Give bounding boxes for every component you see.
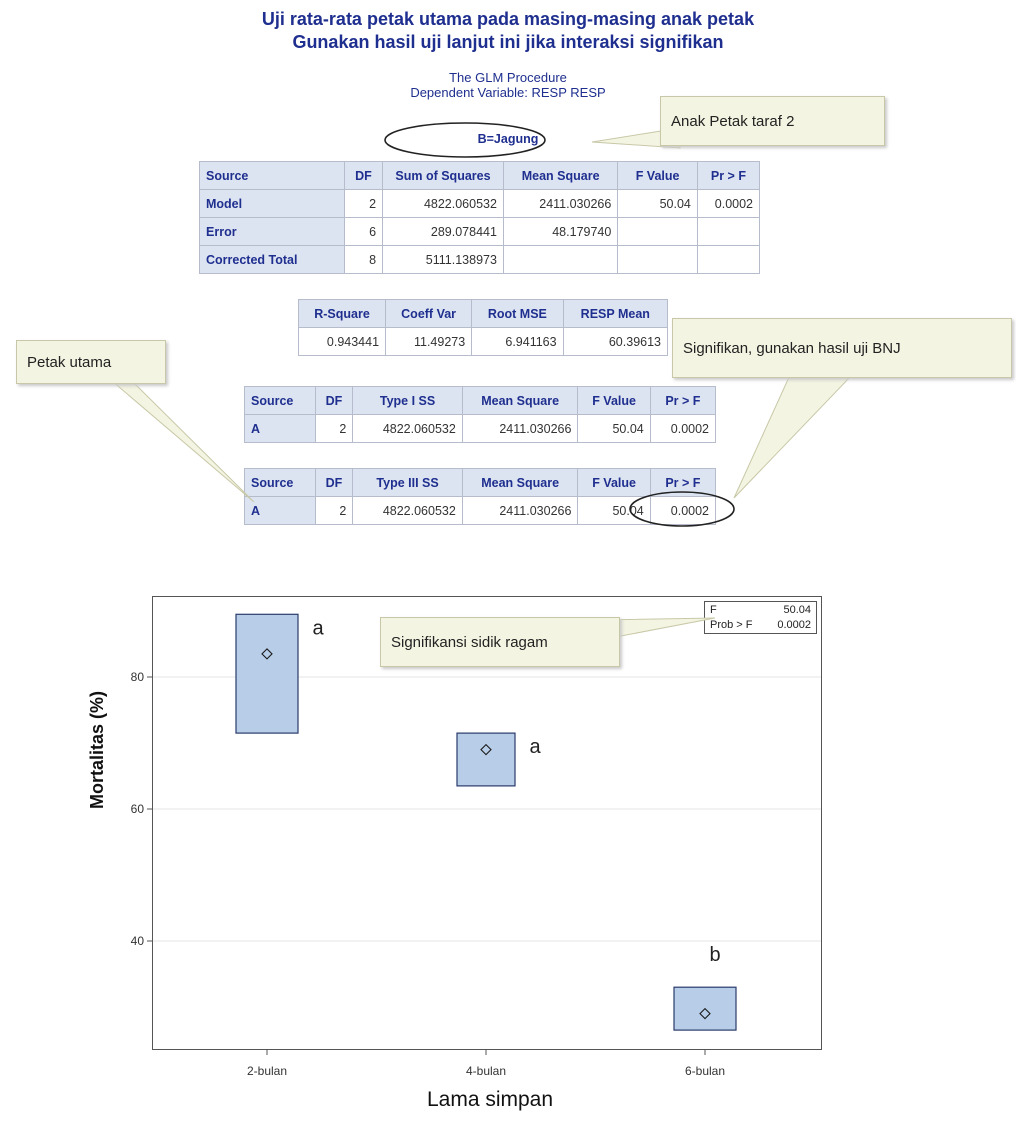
procedure-label: The GLM Procedure bbox=[449, 70, 567, 85]
f-statistic-inset: F 50.04 Prob > F 0.0002 bbox=[704, 601, 817, 634]
cell-p bbox=[696, 217, 761, 246]
table-row: Corrected Total 8 5111.138973 bbox=[199, 245, 761, 274]
chart-frame bbox=[152, 596, 822, 1050]
type1-table: Source DF Type I SS Mean Square F Value … bbox=[244, 386, 717, 443]
type3-table: Source DF Type III SS Mean Square F Valu… bbox=[244, 468, 717, 525]
x-tick-label: 4-bulan bbox=[466, 1064, 506, 1078]
row-source: A bbox=[244, 414, 316, 443]
column-header: DF bbox=[343, 161, 384, 190]
y-axis-title: Mortalitas (%) bbox=[87, 691, 107, 810]
table-header-row: R-Square Coeff Var Root MSE RESP Mean bbox=[297, 299, 669, 328]
cell-p: 0.0002 bbox=[649, 496, 717, 525]
cell-p bbox=[696, 245, 761, 274]
cell-r-square: 0.943441 bbox=[297, 327, 387, 356]
column-header: Pr > F bbox=[649, 468, 717, 497]
cell-f: 50.04 bbox=[577, 496, 651, 525]
mean-marker bbox=[261, 648, 273, 660]
row-source: Model bbox=[199, 189, 345, 218]
callout-text: Petak utama bbox=[27, 353, 112, 371]
box-chart: 40 60 80 a 2-bulan a 4-bulan b 6-bulan bbox=[131, 613, 821, 1078]
f-value: 50.04 bbox=[783, 604, 811, 616]
cell-df: 2 bbox=[343, 189, 384, 218]
fit-statistics-table: R-Square Coeff Var Root MSE RESP Mean 0.… bbox=[297, 299, 669, 356]
callout-text: Anak Petak taraf 2 bbox=[671, 112, 795, 130]
cell-ss: 4822.060532 bbox=[352, 414, 463, 443]
cell-f bbox=[617, 217, 698, 246]
cell-df: 2 bbox=[314, 496, 354, 525]
callout-anak-petak: Anak Petak taraf 2 bbox=[660, 96, 885, 146]
callout-signifikan: Signifikan, gunakan hasil uji BNJ bbox=[672, 318, 1012, 378]
cell-f: 50.04 bbox=[617, 189, 698, 218]
cell-f: 50.04 bbox=[577, 414, 651, 443]
callout-petak-utama: Petak utama bbox=[16, 340, 166, 384]
column-header: DF bbox=[314, 468, 354, 497]
callout-pointers bbox=[110, 127, 854, 503]
cell-resp-mean: 60.39613 bbox=[562, 327, 669, 356]
x-tick-label: 2-bulan bbox=[247, 1064, 287, 1078]
cell-ms: 48.179740 bbox=[502, 217, 619, 246]
cell-ms bbox=[502, 245, 619, 274]
column-header: Pr > F bbox=[649, 386, 717, 415]
table-row: A 2 4822.060532 2411.030266 50.04 0.0002 bbox=[244, 414, 717, 443]
column-header: R-Square bbox=[297, 299, 387, 328]
cell-p: 0.0002 bbox=[649, 414, 717, 443]
y-tick-label: 60 bbox=[131, 802, 145, 816]
p-value-ellipse bbox=[629, 491, 735, 527]
box-2-bulan bbox=[235, 613, 299, 734]
subset-label: B=Jagung bbox=[477, 132, 539, 146]
significance-letter: a bbox=[312, 617, 324, 639]
box-4-bulan bbox=[456, 732, 516, 787]
mean-marker bbox=[699, 1007, 711, 1020]
table-header-row: Source DF Type III SS Mean Square F Valu… bbox=[244, 468, 717, 497]
x-tick-label: 6-bulan bbox=[685, 1064, 725, 1078]
cell-ss: 4822.060532 bbox=[352, 496, 463, 525]
column-header: RESP Mean bbox=[562, 299, 669, 328]
table-header-row: Source DF Sum of Squares Mean Square F V… bbox=[199, 161, 761, 190]
significance-letter: a bbox=[529, 736, 541, 758]
cell-ss: 4822.060532 bbox=[382, 189, 504, 218]
table-row: Model 2 4822.060532 2411.030266 50.04 0.… bbox=[199, 189, 761, 218]
row-source: A bbox=[244, 496, 316, 525]
callout-text: Signifikan, gunakan hasil uji BNJ bbox=[683, 339, 901, 357]
dependent-variable-label: Dependent Variable: RESP RESP bbox=[410, 85, 606, 100]
table-row: A 2 4822.060532 2411.030266 50.04 0.0002 bbox=[244, 496, 717, 525]
p-label: Prob > F bbox=[710, 619, 753, 631]
y-tick-label: 80 bbox=[131, 670, 145, 684]
cell-ss: 5111.138973 bbox=[382, 245, 504, 274]
callout-sidik-ragam: Signifikansi sidik ragam bbox=[380, 617, 620, 667]
callout-text: Signifikansi sidik ragam bbox=[391, 633, 548, 651]
cell-ms: 2411.030266 bbox=[461, 414, 579, 443]
page-subtitle: Gunakan hasil uji lanjut ini jika intera… bbox=[292, 32, 724, 52]
f-label: F bbox=[710, 604, 717, 616]
anova-table: Source DF Sum of Squares Mean Square F V… bbox=[199, 161, 761, 274]
column-header: Mean Square bbox=[461, 468, 579, 497]
table-row: Error 6 289.078441 48.179740 bbox=[199, 217, 761, 246]
cell-df: 6 bbox=[343, 217, 384, 246]
y-tick-label: 40 bbox=[131, 934, 145, 948]
row-source: Corrected Total bbox=[199, 245, 345, 274]
column-header: Mean Square bbox=[502, 161, 619, 190]
column-header: Sum of Squares bbox=[382, 161, 504, 190]
cell-ms: 2411.030266 bbox=[461, 496, 579, 525]
subset-ellipse bbox=[384, 122, 546, 158]
mean-marker bbox=[480, 743, 492, 756]
column-header: Mean Square bbox=[461, 386, 579, 415]
column-header: Pr > F bbox=[696, 161, 761, 190]
p-value: 0.0002 bbox=[777, 619, 811, 631]
page-title: Uji rata-rata petak utama pada masing-ma… bbox=[261, 9, 755, 29]
cell-root-mse: 6.941163 bbox=[471, 327, 564, 356]
row-source: Error bbox=[199, 217, 345, 246]
column-header: Type I SS bbox=[352, 386, 463, 415]
table-row: 0.943441 11.49273 6.941163 60.39613 bbox=[297, 327, 669, 356]
column-header: Type III SS bbox=[352, 468, 463, 497]
column-header: F Value bbox=[577, 386, 651, 415]
cell-f bbox=[617, 245, 698, 274]
table-header-row: Source DF Type I SS Mean Square F Value … bbox=[244, 386, 717, 415]
significance-letter: b bbox=[709, 944, 720, 966]
x-axis-title: Lama simpan bbox=[426, 1088, 554, 1111]
cell-df: 8 bbox=[343, 245, 384, 274]
